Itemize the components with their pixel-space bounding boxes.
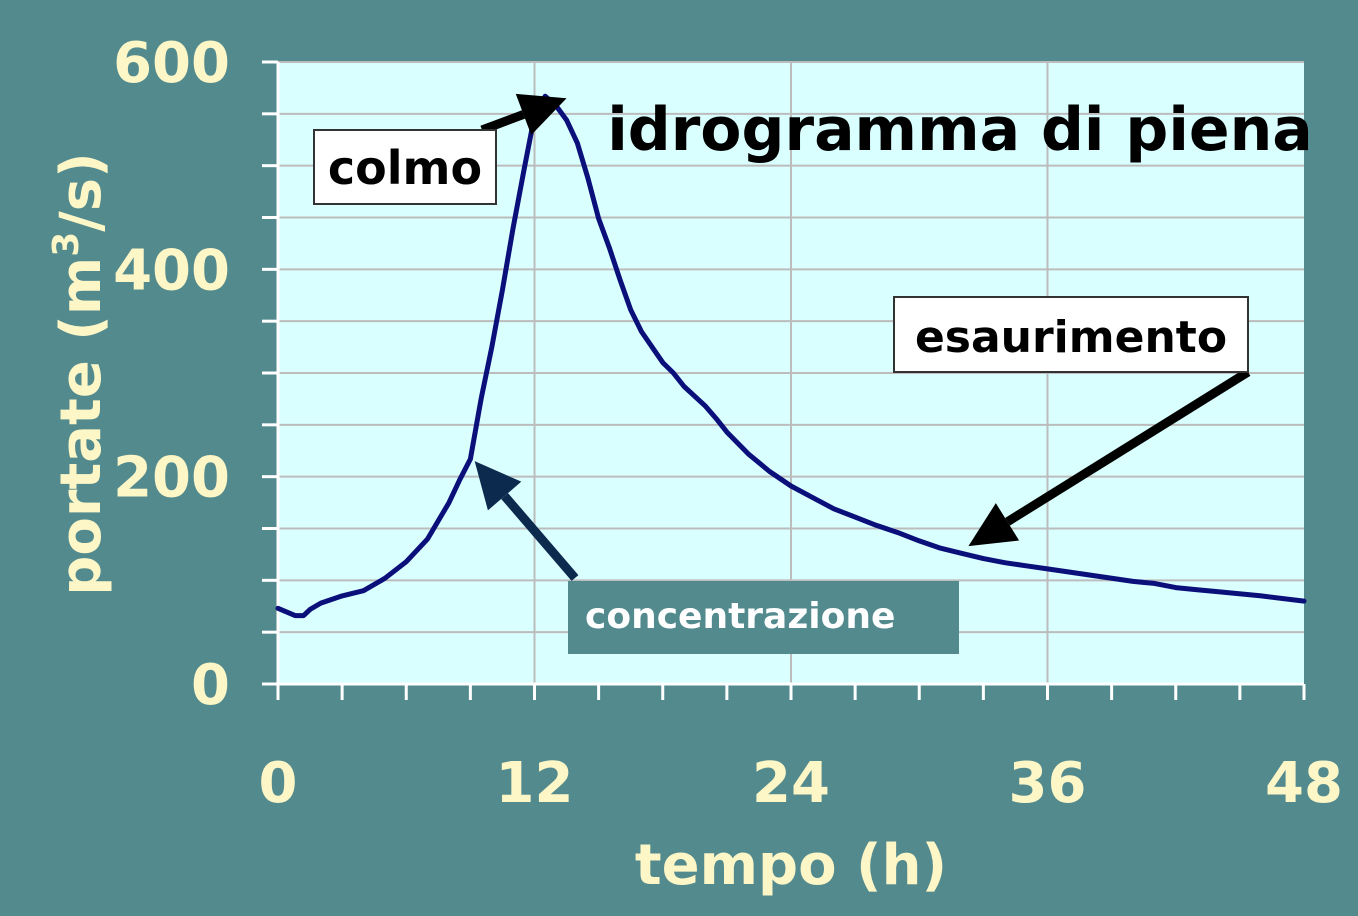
x-tick-label-12: 12 — [496, 751, 574, 816]
chart-title: idrogramma di piena — [607, 95, 1313, 165]
x-tick-label-36: 36 — [1009, 751, 1087, 816]
x-tick-labels: 0 12 24 36 48 — [259, 751, 1343, 816]
concentrazione-label: concentrazione — [585, 596, 895, 637]
esaurimento-label: esaurimento — [915, 312, 1227, 363]
x-tick-label-0: 0 — [259, 751, 298, 816]
esaurimento-arrow-head — [968, 503, 1020, 547]
colmo-box — [313, 129, 497, 205]
concentrazione-arrow-head — [474, 461, 522, 511]
y-tick-label-400: 400 — [113, 238, 230, 303]
x-axis-title: tempo (h) — [635, 833, 947, 898]
colmo-arrow-shaft — [480, 110, 526, 135]
y-axis-title-prefix: portate (m — [49, 257, 114, 596]
y-tick-label-0: 0 — [191, 653, 230, 718]
y-tick-labels: 0 200 400 600 — [113, 31, 230, 718]
concentrazione-box — [568, 581, 959, 654]
colmo-label: colmo — [328, 141, 482, 195]
concentrazione-arrow-shaft — [501, 493, 579, 581]
x-tick-label-24: 24 — [752, 751, 830, 816]
y-axis-title-superscript: 3 — [46, 232, 87, 257]
y-axis-title-suffix: /s) — [49, 152, 114, 231]
y-tick-label-200: 200 — [113, 446, 230, 511]
series-line-0 — [275, 93, 1307, 619]
esaurimento-arrow-shaft — [1005, 368, 1251, 526]
y-axis-title: portate (m3/s) — [46, 152, 114, 595]
colmo-arrow-head — [515, 93, 567, 136]
esaurimento-box — [893, 296, 1249, 373]
x-tick-label-48: 48 — [1265, 751, 1343, 816]
axes — [262, 62, 1304, 700]
y-tick-label-600: 600 — [113, 31, 230, 96]
annotations: colmo esaurimento concentrazione — [313, 93, 1251, 654]
tick-marks — [262, 60, 1306, 700]
series-group — [275, 93, 1307, 619]
